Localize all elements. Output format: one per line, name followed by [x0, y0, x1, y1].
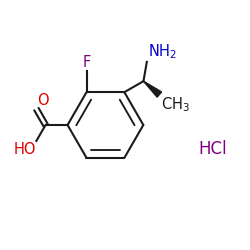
Text: F: F [82, 55, 90, 70]
Text: CH$_3$: CH$_3$ [161, 95, 190, 114]
Polygon shape [144, 81, 162, 97]
Text: NH$_2$: NH$_2$ [148, 43, 176, 62]
Text: HO: HO [13, 142, 36, 157]
Text: HCl: HCl [198, 140, 227, 158]
Text: O: O [37, 93, 49, 108]
